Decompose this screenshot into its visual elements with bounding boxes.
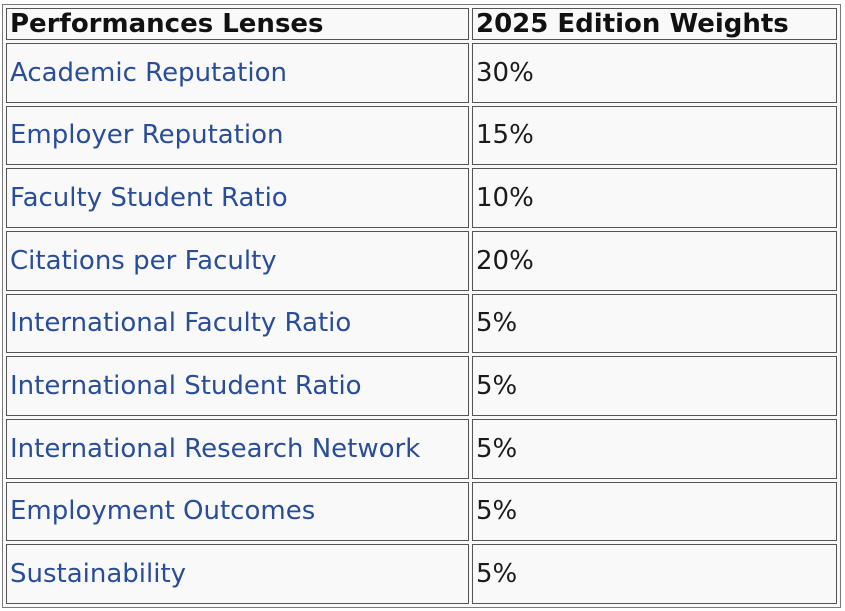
header-performance-lenses: Performances Lenses: [6, 8, 469, 40]
weight-cell: 5%: [472, 356, 837, 416]
weights-table: Performances Lenses 2025 Edition Weights…: [3, 5, 840, 607]
lens-link-academic-reputation[interactable]: Academic Reputation: [6, 43, 469, 103]
weight-cell: 20%: [472, 230, 837, 291]
header-edition-weights: 2025 Edition Weights: [472, 8, 837, 40]
lens-link-employer-reputation[interactable]: Employer Reputation: [6, 105, 469, 166]
weight-cell: 15%: [472, 105, 837, 166]
weights-table-container: Performances Lenses 2025 Edition Weights…: [2, 4, 841, 608]
lens-link-international-research-network[interactable]: International Research Network: [6, 418, 469, 479]
weight-cell: 5%: [472, 481, 837, 542]
lens-link-employment-outcomes[interactable]: Employment Outcomes: [6, 481, 469, 542]
weight-cell: 5%: [472, 293, 837, 354]
lens-link-sustainability[interactable]: Sustainability: [6, 544, 469, 604]
table-row: Faculty Student Ratio 10%: [6, 168, 837, 228]
table-row: Citations per Faculty 20%: [6, 230, 837, 291]
weight-cell: 5%: [472, 418, 837, 479]
table-row: Sustainability 5%: [6, 544, 837, 604]
table-row: International Faculty Ratio 5%: [6, 293, 837, 354]
table-row: Employer Reputation 15%: [6, 105, 837, 166]
lens-link-citations-per-faculty[interactable]: Citations per Faculty: [6, 230, 469, 291]
table-row: International Student Ratio 5%: [6, 356, 837, 416]
weight-cell: 30%: [472, 43, 837, 103]
lens-link-international-student-ratio[interactable]: International Student Ratio: [6, 356, 469, 416]
lens-link-international-faculty-ratio[interactable]: International Faculty Ratio: [6, 293, 469, 354]
weight-cell: 5%: [472, 544, 837, 604]
table-row: International Research Network 5%: [6, 418, 837, 479]
table-row: Academic Reputation 30%: [6, 43, 837, 103]
table-row: Employment Outcomes 5%: [6, 481, 837, 542]
lens-link-faculty-student-ratio[interactable]: Faculty Student Ratio: [6, 168, 469, 228]
weight-cell: 10%: [472, 168, 837, 228]
table-header-row: Performances Lenses 2025 Edition Weights: [6, 8, 837, 40]
